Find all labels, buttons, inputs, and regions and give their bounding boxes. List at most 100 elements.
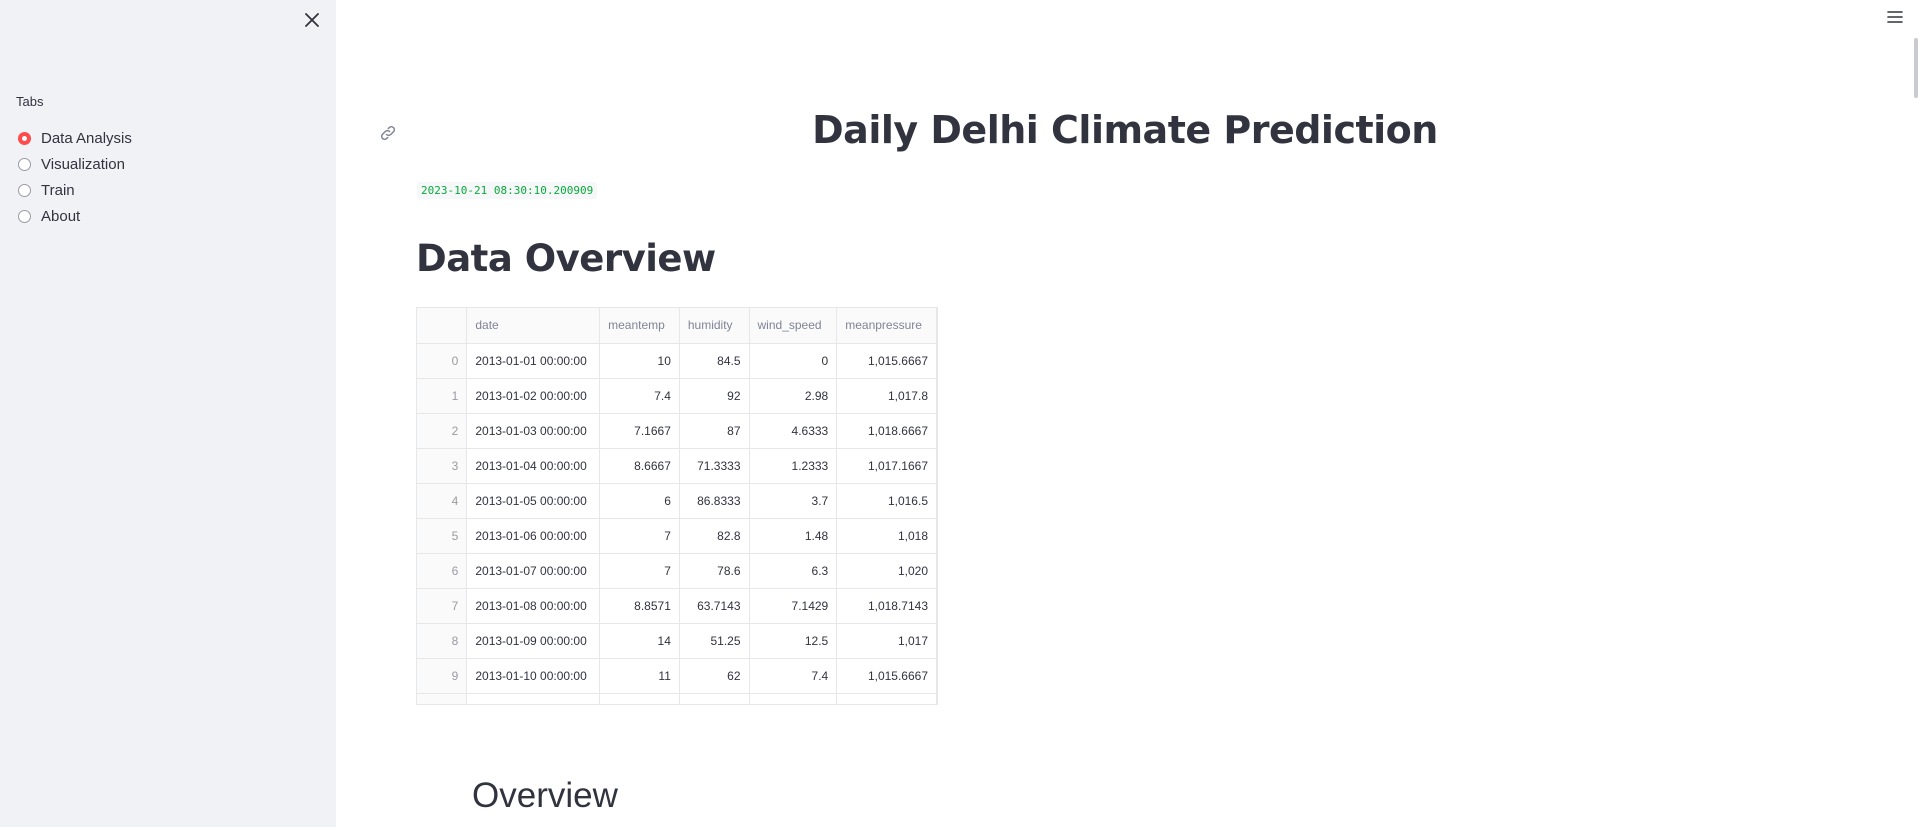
radio-option-train[interactable]: Train [18, 177, 132, 203]
table-cell[interactable]: 2013-01-07 00:00:00 [466, 553, 601, 589]
data-table: date meantemp humidity wind_speed meanpr… [417, 308, 937, 704]
table-cell[interactable]: 2013-01-03 00:00:00 [466, 413, 601, 449]
table-cell[interactable]: 1,016.5 [836, 483, 937, 519]
table-cell[interactable]: 1,020 [836, 553, 937, 589]
table-cell[interactable]: 71.3333 [679, 448, 750, 484]
radio-button[interactable] [18, 209, 31, 223]
close-icon [305, 13, 319, 27]
table-row: 3 2013-01-04 00:00:00 8.6667 71.3333 1.2… [417, 448, 937, 484]
table-cell[interactable]: 1.2333 [749, 448, 838, 484]
radio-label: Visualization [41, 155, 125, 173]
radio-option-visualization[interactable]: Visualization [18, 151, 132, 177]
table-cell[interactable]: 92 [679, 378, 750, 414]
table-cell[interactable]: 11 [599, 658, 680, 694]
column-header-wind-speed[interactable]: wind_speed [749, 308, 838, 344]
table-cell[interactable]: 12.5 [749, 623, 838, 659]
column-header-index[interactable] [417, 308, 468, 344]
table-cell[interactable]: 7.4 [749, 658, 838, 694]
table-row-partial [417, 693, 937, 704]
table-cell[interactable]: 1,018 [836, 518, 937, 554]
radio-button[interactable] [18, 157, 31, 171]
table-row: 8 2013-01-09 00:00:00 14 51.25 12.5 1,01… [417, 623, 937, 659]
tabs-label: Tabs [16, 94, 44, 109]
sidebar: Tabs Data Analysis Visualization Train A… [0, 0, 336, 827]
row-index: 1 [417, 378, 468, 414]
overview-heading: Overview [472, 776, 618, 815]
table-cell[interactable]: 63.7143 [679, 588, 750, 624]
table-cell[interactable]: 7.4 [599, 378, 680, 414]
row-index: 6 [417, 553, 468, 589]
scrollbar[interactable] [1912, 0, 1920, 827]
table-cell[interactable]: 6 [599, 483, 680, 519]
table-row: 9 2013-01-10 00:00:00 11 62 7.4 1,015.66… [417, 658, 937, 694]
table-row: 5 2013-01-06 00:00:00 7 82.8 1.48 1,018 [417, 518, 937, 554]
table-row: 2 2013-01-03 00:00:00 7.1667 87 4.6333 1… [417, 413, 937, 449]
row-index: 5 [417, 518, 468, 554]
table-cell[interactable]: 1,018.6667 [836, 413, 937, 449]
row-index: 0 [417, 343, 468, 379]
table-cell[interactable]: 4.6333 [749, 413, 838, 449]
radio-option-data-analysis[interactable]: Data Analysis [18, 125, 132, 151]
column-header-humidity[interactable]: humidity [679, 308, 750, 344]
table-cell[interactable]: 2013-01-08 00:00:00 [466, 588, 601, 624]
scrollbar-thumb[interactable] [1914, 38, 1918, 98]
table-cell[interactable]: 1.48 [749, 518, 838, 554]
table-cell[interactable] [466, 693, 601, 704]
row-index: 9 [417, 658, 468, 694]
table-cell[interactable]: 7 [599, 553, 680, 589]
table-cell[interactable]: 86.8333 [679, 483, 750, 519]
table-cell[interactable]: 2013-01-01 00:00:00 [466, 343, 601, 379]
column-header-date[interactable]: date [466, 308, 601, 344]
table-cell[interactable]: 84.5 [679, 343, 750, 379]
table-cell[interactable] [599, 693, 680, 704]
table-cell[interactable]: 78.6 [679, 553, 750, 589]
table-cell[interactable]: 8.6667 [599, 448, 680, 484]
close-sidebar-button[interactable] [298, 6, 326, 34]
table-cell[interactable]: 7.1429 [749, 588, 838, 624]
table-cell[interactable]: 8.8571 [599, 588, 680, 624]
dataframe-table[interactable]: date meantemp humidity wind_speed meanpr… [416, 307, 938, 705]
table-cell[interactable] [679, 693, 750, 704]
table-row: 1 2013-01-02 00:00:00 7.4 92 2.98 1,017.… [417, 378, 937, 414]
table-row: 0 2013-01-01 00:00:00 10 84.5 0 1,015.66… [417, 343, 937, 379]
table-cell[interactable]: 2013-01-06 00:00:00 [466, 518, 601, 554]
radio-label: Data Analysis [41, 129, 132, 147]
table-cell[interactable]: 1,018.7143 [836, 588, 937, 624]
table-header-row: date meantemp humidity wind_speed meanpr… [417, 308, 937, 344]
column-header-meantemp[interactable]: meantemp [599, 308, 680, 344]
table-cell[interactable]: 62 [679, 658, 750, 694]
main-menu-button[interactable] [1884, 6, 1906, 28]
table-cell[interactable]: 2013-01-02 00:00:00 [466, 378, 601, 414]
row-index: 4 [417, 483, 468, 519]
table-cell[interactable]: 1,015.6667 [836, 658, 937, 694]
table-cell[interactable]: 7.1667 [599, 413, 680, 449]
radio-label: About [41, 207, 81, 225]
table-cell[interactable]: 0 [749, 343, 838, 379]
table-cell[interactable]: 2013-01-04 00:00:00 [466, 448, 601, 484]
table-cell[interactable]: 1,015.6667 [836, 343, 937, 379]
table-cell[interactable]: 7 [599, 518, 680, 554]
table-cell[interactable] [836, 693, 937, 704]
table-cell[interactable]: 1,017.8 [836, 378, 937, 414]
table-cell[interactable]: 3.7 [749, 483, 838, 519]
radio-button-checked[interactable] [18, 131, 31, 145]
column-header-meanpressure[interactable]: meanpressure [836, 308, 937, 344]
table-cell[interactable] [749, 693, 838, 704]
radio-option-about[interactable]: About [18, 203, 132, 229]
table-cell[interactable]: 51.25 [679, 623, 750, 659]
table-cell[interactable]: 1,017 [836, 623, 937, 659]
radio-button[interactable] [18, 183, 31, 197]
table-cell[interactable]: 82.8 [679, 518, 750, 554]
table-cell[interactable]: 14 [599, 623, 680, 659]
table-cell[interactable]: 6.3 [749, 553, 838, 589]
table-cell[interactable]: 87 [679, 413, 750, 449]
table-cell[interactable]: 1,017.1667 [836, 448, 937, 484]
table-cell[interactable]: 2013-01-09 00:00:00 [466, 623, 601, 659]
link-icon[interactable] [378, 123, 398, 143]
table-row: 6 2013-01-07 00:00:00 7 78.6 6.3 1,020 [417, 553, 937, 589]
tabs-radio-group: Data Analysis Visualization Train About [18, 125, 132, 229]
table-cell[interactable]: 10 [599, 343, 680, 379]
table-cell[interactable]: 2013-01-10 00:00:00 [466, 658, 601, 694]
table-cell[interactable]: 2.98 [749, 378, 838, 414]
table-cell[interactable]: 2013-01-05 00:00:00 [466, 483, 601, 519]
